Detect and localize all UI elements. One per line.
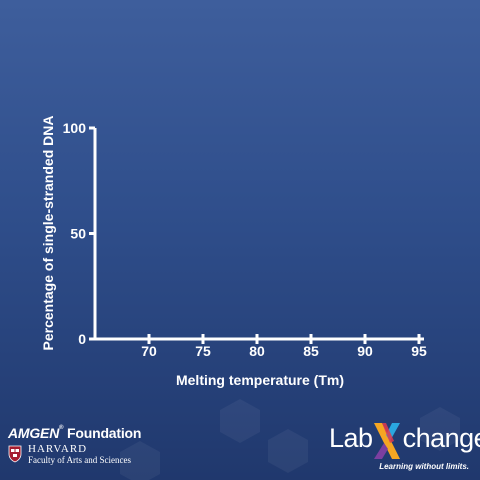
- y-tick-label: 100: [63, 120, 87, 136]
- background-hexagons: [120, 399, 460, 480]
- x-tick-label: 95: [411, 343, 427, 359]
- harvard-shield-icon: [8, 445, 22, 463]
- labxchange-logo: Labchange™ Learning without limits.: [329, 423, 480, 475]
- y-axis-ticks: 0 50 100: [63, 120, 95, 347]
- labxchange-change: change: [402, 423, 480, 453]
- x-tick-label: 80: [249, 343, 265, 359]
- chart-axes: [93, 128, 424, 341]
- labxchange-tagline: Learning without limits.: [379, 462, 469, 471]
- y-axis-title: Percentage of single-stranded DNA: [40, 116, 56, 351]
- y-tick-label: 0: [78, 331, 86, 347]
- amgen-foundation-text: Foundation: [63, 425, 142, 441]
- x-tick-label: 85: [303, 343, 319, 359]
- amgen-foundation-logo: AMGEN® Foundation: [8, 425, 141, 441]
- harvard-faculty: Faculty of Arts and Sciences: [28, 454, 131, 465]
- x-tick-label: 90: [357, 343, 373, 359]
- labxchange-x-icon: [374, 423, 400, 459]
- amgen-trademark: ®: [59, 425, 64, 431]
- amgen-brand: AMGEN: [8, 425, 60, 441]
- x-tick-label: 70: [141, 343, 157, 359]
- harvard-logo: HARVARD Faculty of Arts and Sciences: [8, 443, 131, 465]
- x-axis-ticks: 70 75 80 85 90 95: [141, 334, 427, 359]
- x-tick-label: 75: [195, 343, 211, 359]
- harvard-name: HARVARD: [28, 443, 88, 455]
- y-tick-label: 50: [70, 226, 86, 242]
- labxchange-lab: Lab: [329, 423, 373, 453]
- x-axis-title: Melting temperature (Tm): [176, 372, 344, 388]
